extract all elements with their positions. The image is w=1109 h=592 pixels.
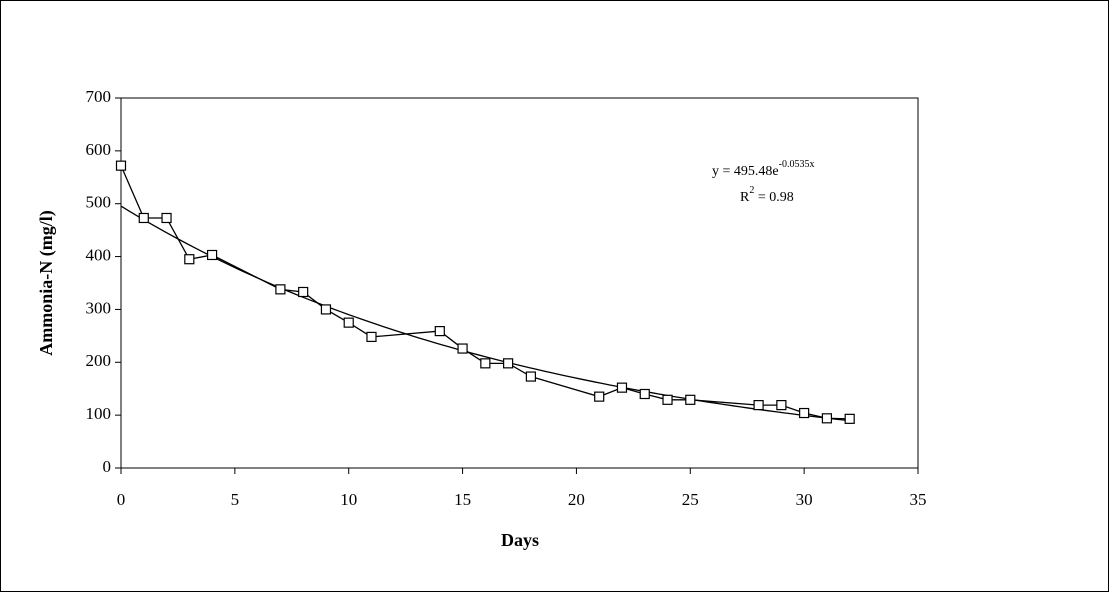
marker	[434, 326, 445, 337]
marker	[298, 286, 309, 298]
equation-exponent: -0.0535x	[779, 159, 815, 170]
r2-text: = 0.98	[754, 190, 793, 205]
marker	[844, 413, 855, 424]
marker	[457, 343, 468, 354]
marker	[320, 304, 332, 315]
y-tick-label: 700	[86, 87, 112, 106]
marker	[776, 400, 787, 411]
x-tick-label: 35	[910, 490, 927, 509]
y-tick-label: 0	[103, 457, 112, 476]
y-tick-label: 500	[86, 193, 112, 212]
x-tick-label: 30	[796, 490, 813, 509]
marker	[685, 394, 696, 405]
y-tick-label: 600	[86, 140, 112, 159]
marker	[480, 358, 491, 369]
marker	[594, 391, 605, 402]
trend-equation: y = 495.48e-0.0535x	[712, 159, 814, 179]
x-tick-label: 20	[568, 490, 585, 509]
marker	[138, 212, 149, 224]
marker	[206, 249, 218, 261]
marker	[525, 371, 536, 382]
marker	[366, 331, 377, 343]
y-tick-label: 100	[86, 404, 112, 423]
x-tick-label: 5	[231, 490, 240, 509]
marker	[662, 394, 673, 405]
marker	[161, 212, 172, 224]
y-tick-label: 400	[86, 245, 112, 264]
marker	[799, 407, 810, 419]
marker	[115, 160, 127, 171]
x-tick-label: 25	[682, 490, 699, 509]
y-axis-title: Ammonia-N (mg/l)	[36, 210, 57, 355]
marker	[616, 382, 628, 393]
trend-r2: R2 = 0.98	[740, 185, 794, 205]
x-axis-title: Days	[501, 530, 539, 550]
marker	[184, 254, 195, 265]
x-tick-label: 10	[340, 490, 357, 509]
r2-exponent: 2	[749, 185, 754, 196]
marker	[821, 413, 833, 424]
trendline	[120, 205, 850, 422]
r2-symbol: R	[740, 190, 750, 205]
x-tick-label: 15	[454, 490, 471, 509]
marker	[503, 358, 514, 369]
y-tick-label: 200	[86, 351, 112, 370]
marker	[639, 388, 650, 400]
marker	[753, 400, 764, 411]
x-tick-label: 0	[117, 490, 126, 509]
marker	[343, 317, 354, 328]
equation: y = 495.48e	[712, 164, 779, 179]
plot-area	[120, 97, 919, 469]
marker	[275, 284, 286, 295]
y-tick-label: 300	[86, 298, 112, 317]
